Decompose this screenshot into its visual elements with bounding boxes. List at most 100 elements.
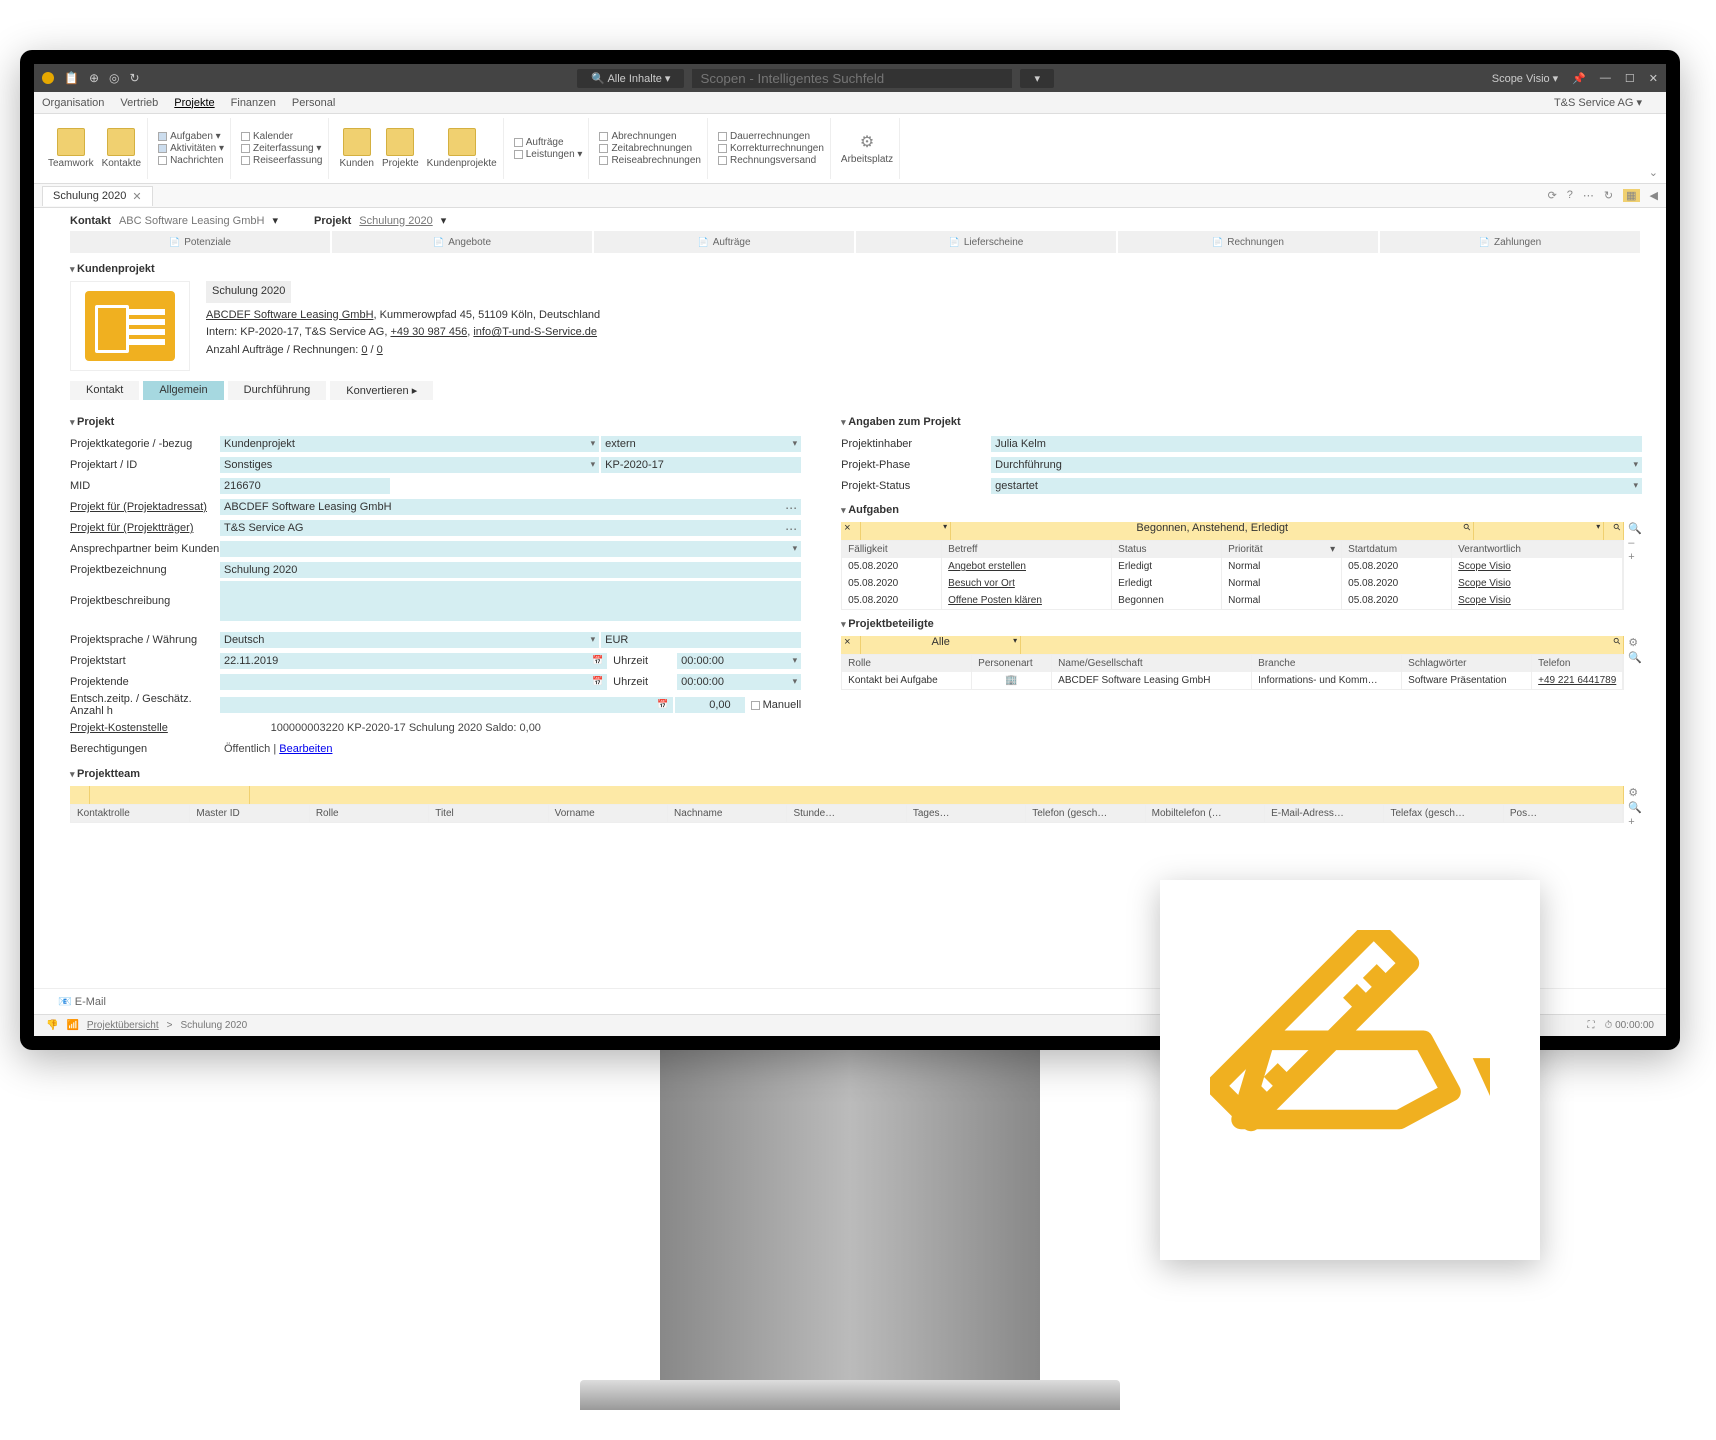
col-status[interactable]: Status	[1112, 541, 1222, 558]
sb-fullscreen[interactable]: ⛶	[1587, 1020, 1594, 1031]
col-betreff[interactable]: Betreff	[942, 541, 1112, 558]
menu-projekte[interactable]: Projekte	[174, 97, 214, 109]
window-close[interactable]: ✕	[1649, 72, 1658, 85]
ribbon-nachrichten[interactable]: Nachrichten	[158, 155, 224, 166]
tool-more[interactable]: ⋯	[1583, 189, 1594, 202]
field-start[interactable]: 22.11.2019	[220, 653, 607, 669]
bcol-branche[interactable]: Branche	[1252, 655, 1402, 672]
ribbon-projekte[interactable]: Projekte	[382, 128, 419, 169]
menu-personal[interactable]: Personal	[292, 97, 335, 109]
field-mid[interactable]: 216670	[220, 478, 390, 494]
ribbon-zeitabrechnungen[interactable]: Zeitabrechnungen	[599, 143, 701, 154]
field-anzahl-h[interactable]: 0,00	[675, 697, 745, 713]
field-waehrung[interactable]: EUR	[601, 632, 801, 648]
ribbon-dauerrechnungen[interactable]: Dauerrechnungen	[718, 131, 824, 142]
section-beteiligte[interactable]: Projektbeteiligte	[841, 618, 1642, 630]
lab-adressat[interactable]: Projekt für (Projektadressat)	[70, 501, 220, 513]
aufgaben-filter[interactable]: Begonnen, Anstehend, Erledigt	[841, 522, 1624, 540]
field-art[interactable]: Sonstiges	[220, 457, 599, 473]
section-kundenprojekt[interactable]: Kundenprojekt	[70, 263, 1642, 275]
tab-close-icon[interactable]: ✕	[132, 190, 141, 203]
ribbon-aktivitaeten[interactable]: Aktivitäten ▾	[158, 143, 224, 154]
ribbon-collapse[interactable]: ⌄	[1649, 166, 1658, 179]
field-id[interactable]: KP-2020-17	[601, 457, 801, 473]
section-projekt[interactable]: Projekt	[70, 416, 801, 428]
company-link[interactable]: ABCDEF Software Leasing GmbH	[206, 309, 374, 321]
tb-icon-target[interactable]: ◎	[109, 71, 119, 85]
col-startdatum[interactable]: Startdatum	[1342, 541, 1452, 558]
field-start-time[interactable]: 00:00:00	[677, 653, 801, 669]
col-faelligkeit[interactable]: Fälligkeit	[842, 541, 942, 558]
search-dd[interactable]: ▾	[1020, 69, 1054, 88]
ribbon-kalender[interactable]: Kalender	[241, 131, 322, 142]
subtab-konvertieren[interactable]: Konvertieren ▸	[330, 381, 433, 400]
bcol-art[interactable]: Personenart	[972, 655, 1052, 672]
lab-kostenstelle[interactable]: Projekt-Kostenstelle	[70, 722, 220, 734]
process-lieferscheine[interactable]: Lieferscheine	[856, 231, 1118, 253]
ribbon-kontakte[interactable]: Kontakte	[102, 128, 141, 169]
lab-traeger[interactable]: Projekt für (Projektträger)	[70, 522, 220, 534]
field-entsch[interactable]	[220, 697, 673, 713]
field-ansp[interactable]	[220, 541, 801, 557]
team-col[interactable]: Titel	[429, 805, 548, 822]
grid-dash-icon[interactable]: –	[1628, 537, 1642, 549]
breadcrumb-root[interactable]: Projektübersicht	[87, 1020, 159, 1031]
beteiligte-row[interactable]: Kontakt bei Aufgabe 🏢 ABCDEF Software Le…	[842, 672, 1623, 689]
app-name[interactable]: Scope Visio ▾	[1492, 72, 1558, 85]
field-traeger[interactable]: T&S Service AG	[220, 520, 801, 536]
ribbon-korrekturrechnungen[interactable]: Korrekturrechnungen	[718, 143, 824, 154]
search-scope-button[interactable]: 🔍 Alle Inhalte ▾	[577, 69, 684, 88]
ber-edit-link[interactable]: Bearbeiten	[279, 743, 332, 755]
ribbon-reiseabrechnungen[interactable]: Reiseabrechnungen	[599, 155, 701, 166]
ribbon-auftraege[interactable]: Aufträge	[514, 137, 583, 148]
grid-plus-icon[interactable]: +	[1628, 551, 1642, 563]
ribbon-teamwork[interactable]: Teamwork	[48, 128, 94, 169]
bcol-rolle[interactable]: Rolle	[842, 655, 972, 672]
grid-gear-icon[interactable]: ⚙	[1628, 636, 1642, 649]
menu-organisation[interactable]: Organisation	[42, 97, 104, 109]
team-col[interactable]: Telefax (gesch…	[1384, 805, 1503, 822]
team-col[interactable]: E-Mail-Adress…	[1265, 805, 1384, 822]
company-selector[interactable]: T&S Service AG ▾	[1554, 96, 1642, 109]
tb-icon-refresh[interactable]: ↻	[130, 71, 140, 85]
process-angebote[interactable]: Angebote	[332, 231, 594, 253]
sb-thumbs[interactable]: 👎	[46, 1020, 58, 1031]
ribbon-abrechnungen[interactable]: Abrechnungen	[599, 131, 701, 142]
ctx-kontakt-dd[interactable]: ▾	[272, 214, 278, 227]
team-filter[interactable]	[70, 786, 1624, 804]
email-link[interactable]: info@T-und-S-Service.de	[473, 326, 597, 338]
menu-vertrieb[interactable]: Vertrieb	[120, 97, 158, 109]
process-zahlungen[interactable]: Zahlungen	[1380, 231, 1642, 253]
grid-search-icon[interactable]: 🔍	[1628, 522, 1642, 535]
tb-icon-plus[interactable]: ⊕	[89, 71, 99, 85]
field-adressat[interactable]: ABCDEF Software Leasing GmbH	[220, 499, 801, 515]
field-kategorie[interactable]: Kundenprojekt	[220, 436, 599, 452]
phone-link[interactable]: +49 30 987 456	[390, 326, 467, 338]
process-potenziale[interactable]: Potenziale	[70, 231, 332, 253]
menu-finanzen[interactable]: Finanzen	[231, 97, 276, 109]
process-rechnungen[interactable]: Rechnungen	[1118, 231, 1380, 253]
ctx-kontakt-val[interactable]: ABC Software Leasing GmbH	[119, 215, 265, 227]
tb-icon-clipboard[interactable]: 📋	[64, 71, 79, 85]
team-col[interactable]: Stunde…	[787, 805, 906, 822]
field-bez[interactable]: Schulung 2020	[220, 562, 801, 578]
ribbon-kundenprojekte[interactable]: Kundenprojekte	[427, 128, 497, 169]
tool-grid[interactable]: ▦	[1623, 189, 1639, 202]
ribbon-reiseerfassung[interactable]: Reiseerfassung	[241, 155, 322, 166]
field-ende-time[interactable]: 00:00:00	[677, 674, 801, 690]
field-status[interactable]: gestartet	[991, 478, 1642, 494]
window-min[interactable]: —	[1600, 72, 1611, 84]
team-col[interactable]: Mobiltelefon (…	[1146, 805, 1265, 822]
section-angaben[interactable]: Angaben zum Projekt	[841, 416, 1642, 428]
ribbon-leistungen[interactable]: Leistungen ▾	[514, 149, 583, 160]
team-col[interactable]: Kontaktrolle	[71, 805, 190, 822]
ribbon-aufgaben[interactable]: Aufgaben ▾	[158, 131, 224, 142]
aufgaben-row[interactable]: 05.08.2020Besuch vor OrtErledigtNormal05…	[842, 575, 1623, 592]
tab-schulung-2020[interactable]: Schulung 2020 ✕	[42, 186, 153, 206]
invoices-count[interactable]: 0	[377, 344, 383, 356]
subtab-allgemein[interactable]: Allgemein	[143, 381, 223, 400]
field-beschr[interactable]	[220, 581, 801, 621]
beteiligte-filter[interactable]: Alle	[841, 636, 1624, 654]
grid-plus-icon[interactable]: +	[1628, 816, 1642, 828]
tool-refresh[interactable]: ↻	[1604, 189, 1613, 202]
